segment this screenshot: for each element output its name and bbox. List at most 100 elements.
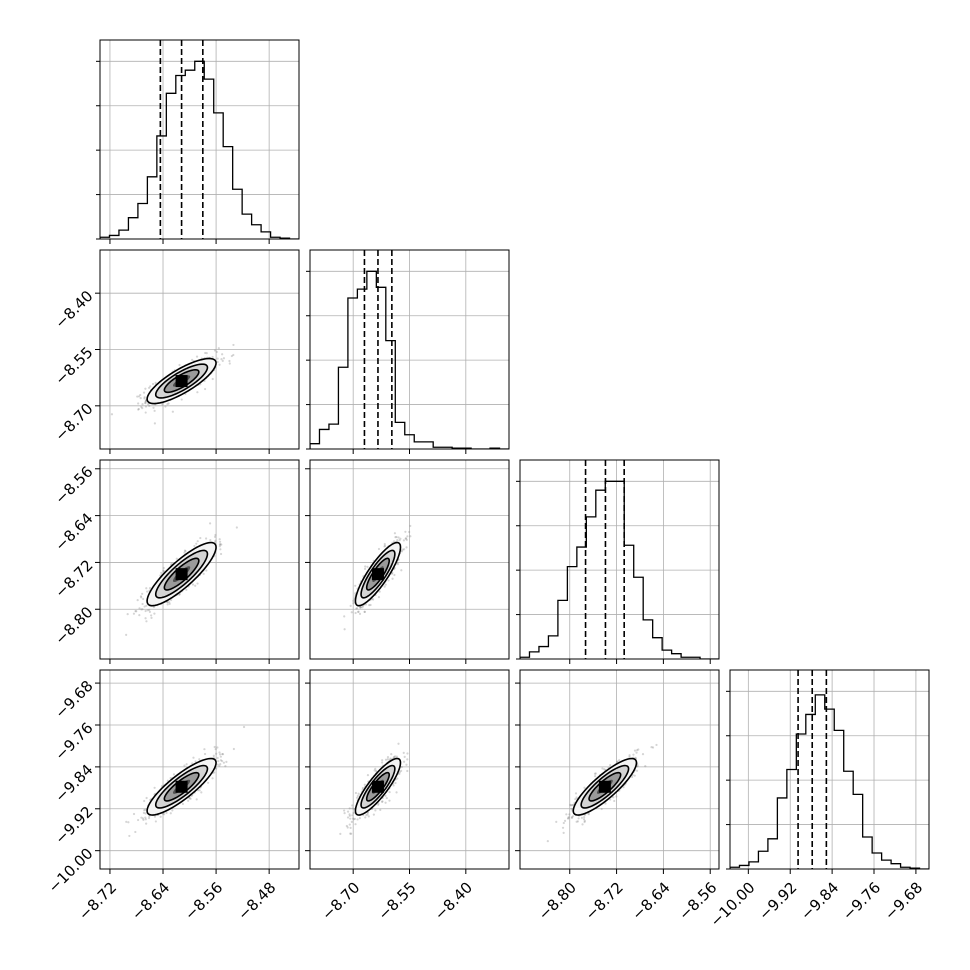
scatter-point: [170, 562, 173, 566]
panel-frame: [519, 459, 720, 660]
scatter-point: [140, 816, 143, 819]
scatter-point: [406, 752, 409, 755]
scatter-point: [343, 812, 346, 815]
scatter-point: [221, 752, 225, 756]
scatter-point: [400, 765, 403, 769]
panel-frame: [99, 459, 300, 660]
scatter-point: [232, 343, 235, 347]
scatter-point: [219, 763, 222, 766]
scatter-point: [168, 602, 171, 606]
scatter-point: [392, 755, 396, 759]
scatter-point: [216, 357, 219, 360]
scatter-point: [583, 819, 586, 822]
x-tick-label: −9.68: [881, 879, 926, 924]
panel-frame: [99, 669, 300, 870]
scatter-point: [132, 812, 136, 816]
scatter-point: [203, 748, 206, 751]
scatter-point: [216, 746, 219, 749]
scatter-point: [171, 410, 174, 413]
scatter-point: [220, 358, 223, 361]
scatter-point: [214, 533, 217, 537]
scatter-point: [183, 764, 186, 767]
scatter-point: [355, 607, 358, 610]
scatter-point: [125, 633, 128, 636]
scatter-point: [232, 747, 235, 751]
scatter-point: [364, 565, 367, 568]
scatter-point: [218, 764, 221, 767]
scatter-point: [366, 813, 369, 816]
scatter-point: [393, 756, 396, 759]
scatter-point: [380, 800, 384, 803]
scatter-panel-3-1: −8.70 −8.55 −8.40: [305, 669, 510, 924]
scatter-point: [632, 753, 635, 756]
scatter-point: [355, 796, 359, 799]
scatter-point: [144, 400, 147, 403]
scatter-point: [400, 769, 403, 773]
scatter-point: [636, 749, 639, 752]
scatter-point: [153, 786, 156, 789]
scatter-point: [191, 583, 195, 586]
panel-frame: [729, 669, 930, 870]
scatter-point: [594, 772, 597, 775]
scatter-point: [568, 813, 571, 816]
scatter-point: [603, 768, 606, 771]
scatter-point: [141, 407, 144, 410]
scatter-point: [203, 387, 207, 391]
scatter-point: [565, 813, 568, 816]
scatter-point: [396, 563, 400, 566]
scatter-point: [144, 818, 147, 821]
scatter-point: [350, 820, 353, 823]
scatter-point: [162, 569, 165, 572]
scatter-point: [192, 756, 195, 759]
scatter-point: [406, 535, 409, 538]
x-tick-label: −8.80: [535, 879, 580, 924]
scatter-point: [357, 610, 360, 614]
scatter-point: [377, 596, 381, 599]
scatter-point: [349, 826, 352, 829]
scatter-point: [351, 814, 354, 817]
scatter-point: [393, 755, 397, 758]
scatter-point: [140, 596, 143, 599]
scatter-point: [148, 608, 151, 611]
scatter-point: [351, 804, 354, 807]
scatter-point: [388, 790, 391, 794]
scatter-point: [217, 760, 220, 763]
scatter-point: [148, 815, 151, 818]
scatter-point: [403, 755, 406, 758]
scatter-point: [126, 613, 129, 616]
x-tick-label: −9.84: [797, 879, 842, 924]
scatter-point: [228, 359, 231, 363]
scatter-point: [221, 752, 224, 756]
scatter-point: [205, 569, 208, 572]
scatter-point: [404, 537, 407, 540]
scatter-point: [354, 592, 357, 595]
scatter-point: [601, 767, 604, 770]
scatter-point: [400, 569, 403, 572]
scatter-point: [136, 395, 139, 398]
scatter-point: [211, 777, 214, 780]
scatter-point: [147, 817, 151, 820]
scatter-point: [396, 561, 399, 565]
scatter-point: [139, 397, 142, 400]
scatter-point: [146, 609, 149, 612]
scatter-point: [353, 817, 357, 820]
scatter-point: [372, 813, 375, 816]
scatter-point: [354, 611, 357, 615]
x-tick-label: −8.56: [181, 879, 226, 924]
x-tick-label: −8.48: [234, 879, 279, 924]
scatter-point: [149, 385, 152, 388]
scatter-point: [363, 610, 366, 613]
scatter-point: [363, 610, 366, 613]
scatter-point: [352, 818, 355, 821]
scatter-point: [352, 599, 355, 602]
scatter-point: [390, 753, 393, 756]
scatter-point: [593, 775, 597, 778]
scatter-point: [374, 767, 377, 770]
scatter-point: [228, 362, 231, 365]
scatter-point: [143, 799, 146, 803]
scatter-point: [409, 524, 412, 528]
scatter-point: [359, 606, 363, 609]
x-tick-label: −9.76: [839, 879, 884, 924]
scatter-point: [183, 551, 186, 554]
y-tick-label: −8.64: [51, 509, 96, 554]
